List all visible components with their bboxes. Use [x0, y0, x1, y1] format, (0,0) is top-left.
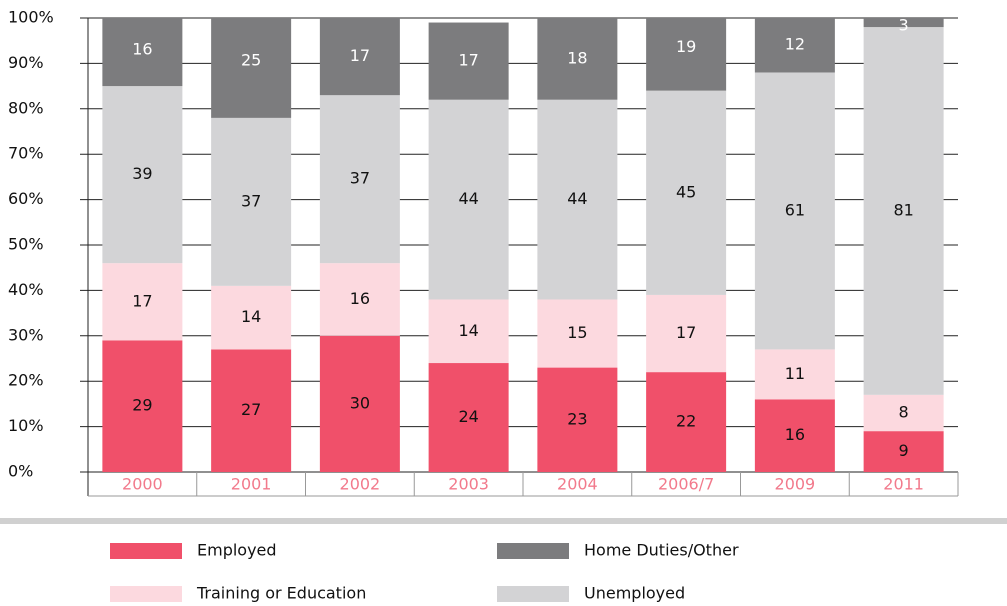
y-tick-label: 0%: [8, 462, 33, 481]
y-tick-label: 40%: [8, 280, 44, 299]
legend-swatch: [497, 586, 569, 602]
y-tick-label: 60%: [8, 189, 44, 208]
data-label: 44: [567, 189, 587, 208]
bar-segment: [754, 399, 835, 472]
divider: [0, 518, 1007, 524]
x-tick-label: 2000: [122, 475, 163, 494]
bar-segment: [428, 299, 509, 364]
bar-segment: [537, 367, 618, 472]
x-tick-label: 2001: [231, 475, 272, 494]
data-label: 37: [241, 191, 261, 210]
legend-label: Unemployed: [584, 584, 685, 603]
bar-segment: [211, 349, 292, 472]
labels: 0% 10% 20% 30% 40% 50% 60% 70% 80% 90% 100% 2000 29 1…: [8, 8, 924, 494]
data-label: 17: [458, 51, 478, 70]
data-label: 37: [350, 169, 370, 188]
y-tick-label: 20%: [8, 371, 44, 390]
bar-segment: [102, 86, 183, 264]
y-tick-label: 50%: [8, 235, 44, 254]
data-label: 8: [899, 402, 909, 421]
legend-label: Training or Education: [196, 584, 366, 603]
data-label: 19: [676, 37, 696, 56]
bar-segment: [428, 22, 509, 100]
data-label: 9: [899, 441, 909, 460]
data-label: 22: [676, 412, 696, 431]
data-label: 39: [132, 164, 152, 183]
bar-segment: [863, 431, 944, 472]
bar-segment: [102, 340, 183, 472]
legend-label: Employed: [197, 541, 277, 560]
bar-segment: [646, 294, 727, 373]
data-label: 30: [350, 393, 370, 412]
legend-swatch: [110, 586, 182, 602]
data-label: 17: [350, 46, 370, 65]
data-label: 45: [676, 182, 696, 201]
data-label: 29: [132, 396, 152, 415]
x-tick-label: 2009: [775, 475, 816, 494]
bar-segment: [211, 18, 292, 118]
x-tick-label: 2002: [340, 475, 381, 494]
bar-segment: [211, 117, 292, 286]
data-label: 27: [241, 400, 261, 419]
data-label: 18: [567, 48, 587, 67]
bars: [102, 18, 944, 472]
data-label: 44: [458, 189, 478, 208]
data-label: 24: [458, 407, 478, 426]
bar-segment: [102, 18, 183, 87]
bar-segment: [863, 394, 944, 432]
data-label: 17: [132, 291, 152, 310]
bar-segment: [863, 27, 944, 395]
bar-segment: [319, 18, 400, 96]
y-tick-label: 100%: [8, 8, 54, 27]
data-label: 3: [899, 16, 909, 35]
bar-segment: [319, 95, 400, 264]
bar-segment: [428, 363, 509, 472]
bar-segment: [102, 263, 183, 341]
bar-segment: [754, 18, 835, 73]
data-label: 16: [785, 425, 805, 444]
legend-swatch: [110, 543, 182, 559]
data-label: 14: [241, 307, 261, 326]
bar-segment: [211, 285, 292, 350]
data-label: 11: [785, 364, 805, 383]
y-tick-label: 30%: [8, 325, 44, 344]
x-tick-label: 2003: [448, 475, 489, 494]
bar-segment: [646, 90, 727, 295]
data-label: 12: [785, 35, 805, 54]
x-tick-label: 2011: [883, 475, 924, 494]
legend-label: Home Duties/Other: [584, 541, 739, 560]
data-label: 23: [567, 409, 587, 428]
x-tick-label: 2004: [557, 475, 598, 494]
bar-segment: [428, 99, 509, 300]
bar-segment: [646, 372, 727, 472]
bar-segment: [646, 18, 727, 91]
data-label: 81: [893, 200, 913, 219]
data-label: 16: [132, 39, 152, 58]
y-tick-label: 10%: [8, 416, 44, 435]
bar-segment: [319, 335, 400, 472]
data-label: 16: [350, 289, 370, 308]
bar-segment: [754, 72, 835, 350]
bar-segment: [537, 18, 618, 100]
bar-segment: [863, 18, 944, 28]
bar-segment: [537, 99, 618, 300]
y-tick-label: 80%: [8, 98, 44, 117]
y-tick-label: 70%: [8, 144, 44, 163]
data-label: 14: [458, 321, 478, 340]
data-label: 25: [241, 51, 261, 70]
bar-segment: [754, 349, 835, 400]
data-label: 61: [785, 200, 805, 219]
data-label: 15: [567, 323, 587, 342]
data-label: 17: [676, 323, 696, 342]
y-tick-label: 90%: [8, 53, 44, 72]
bar-segment: [319, 263, 400, 336]
bar-segment: [537, 299, 618, 368]
legend-swatch: [497, 543, 569, 559]
x-tick-label: 2006/7: [658, 475, 714, 494]
